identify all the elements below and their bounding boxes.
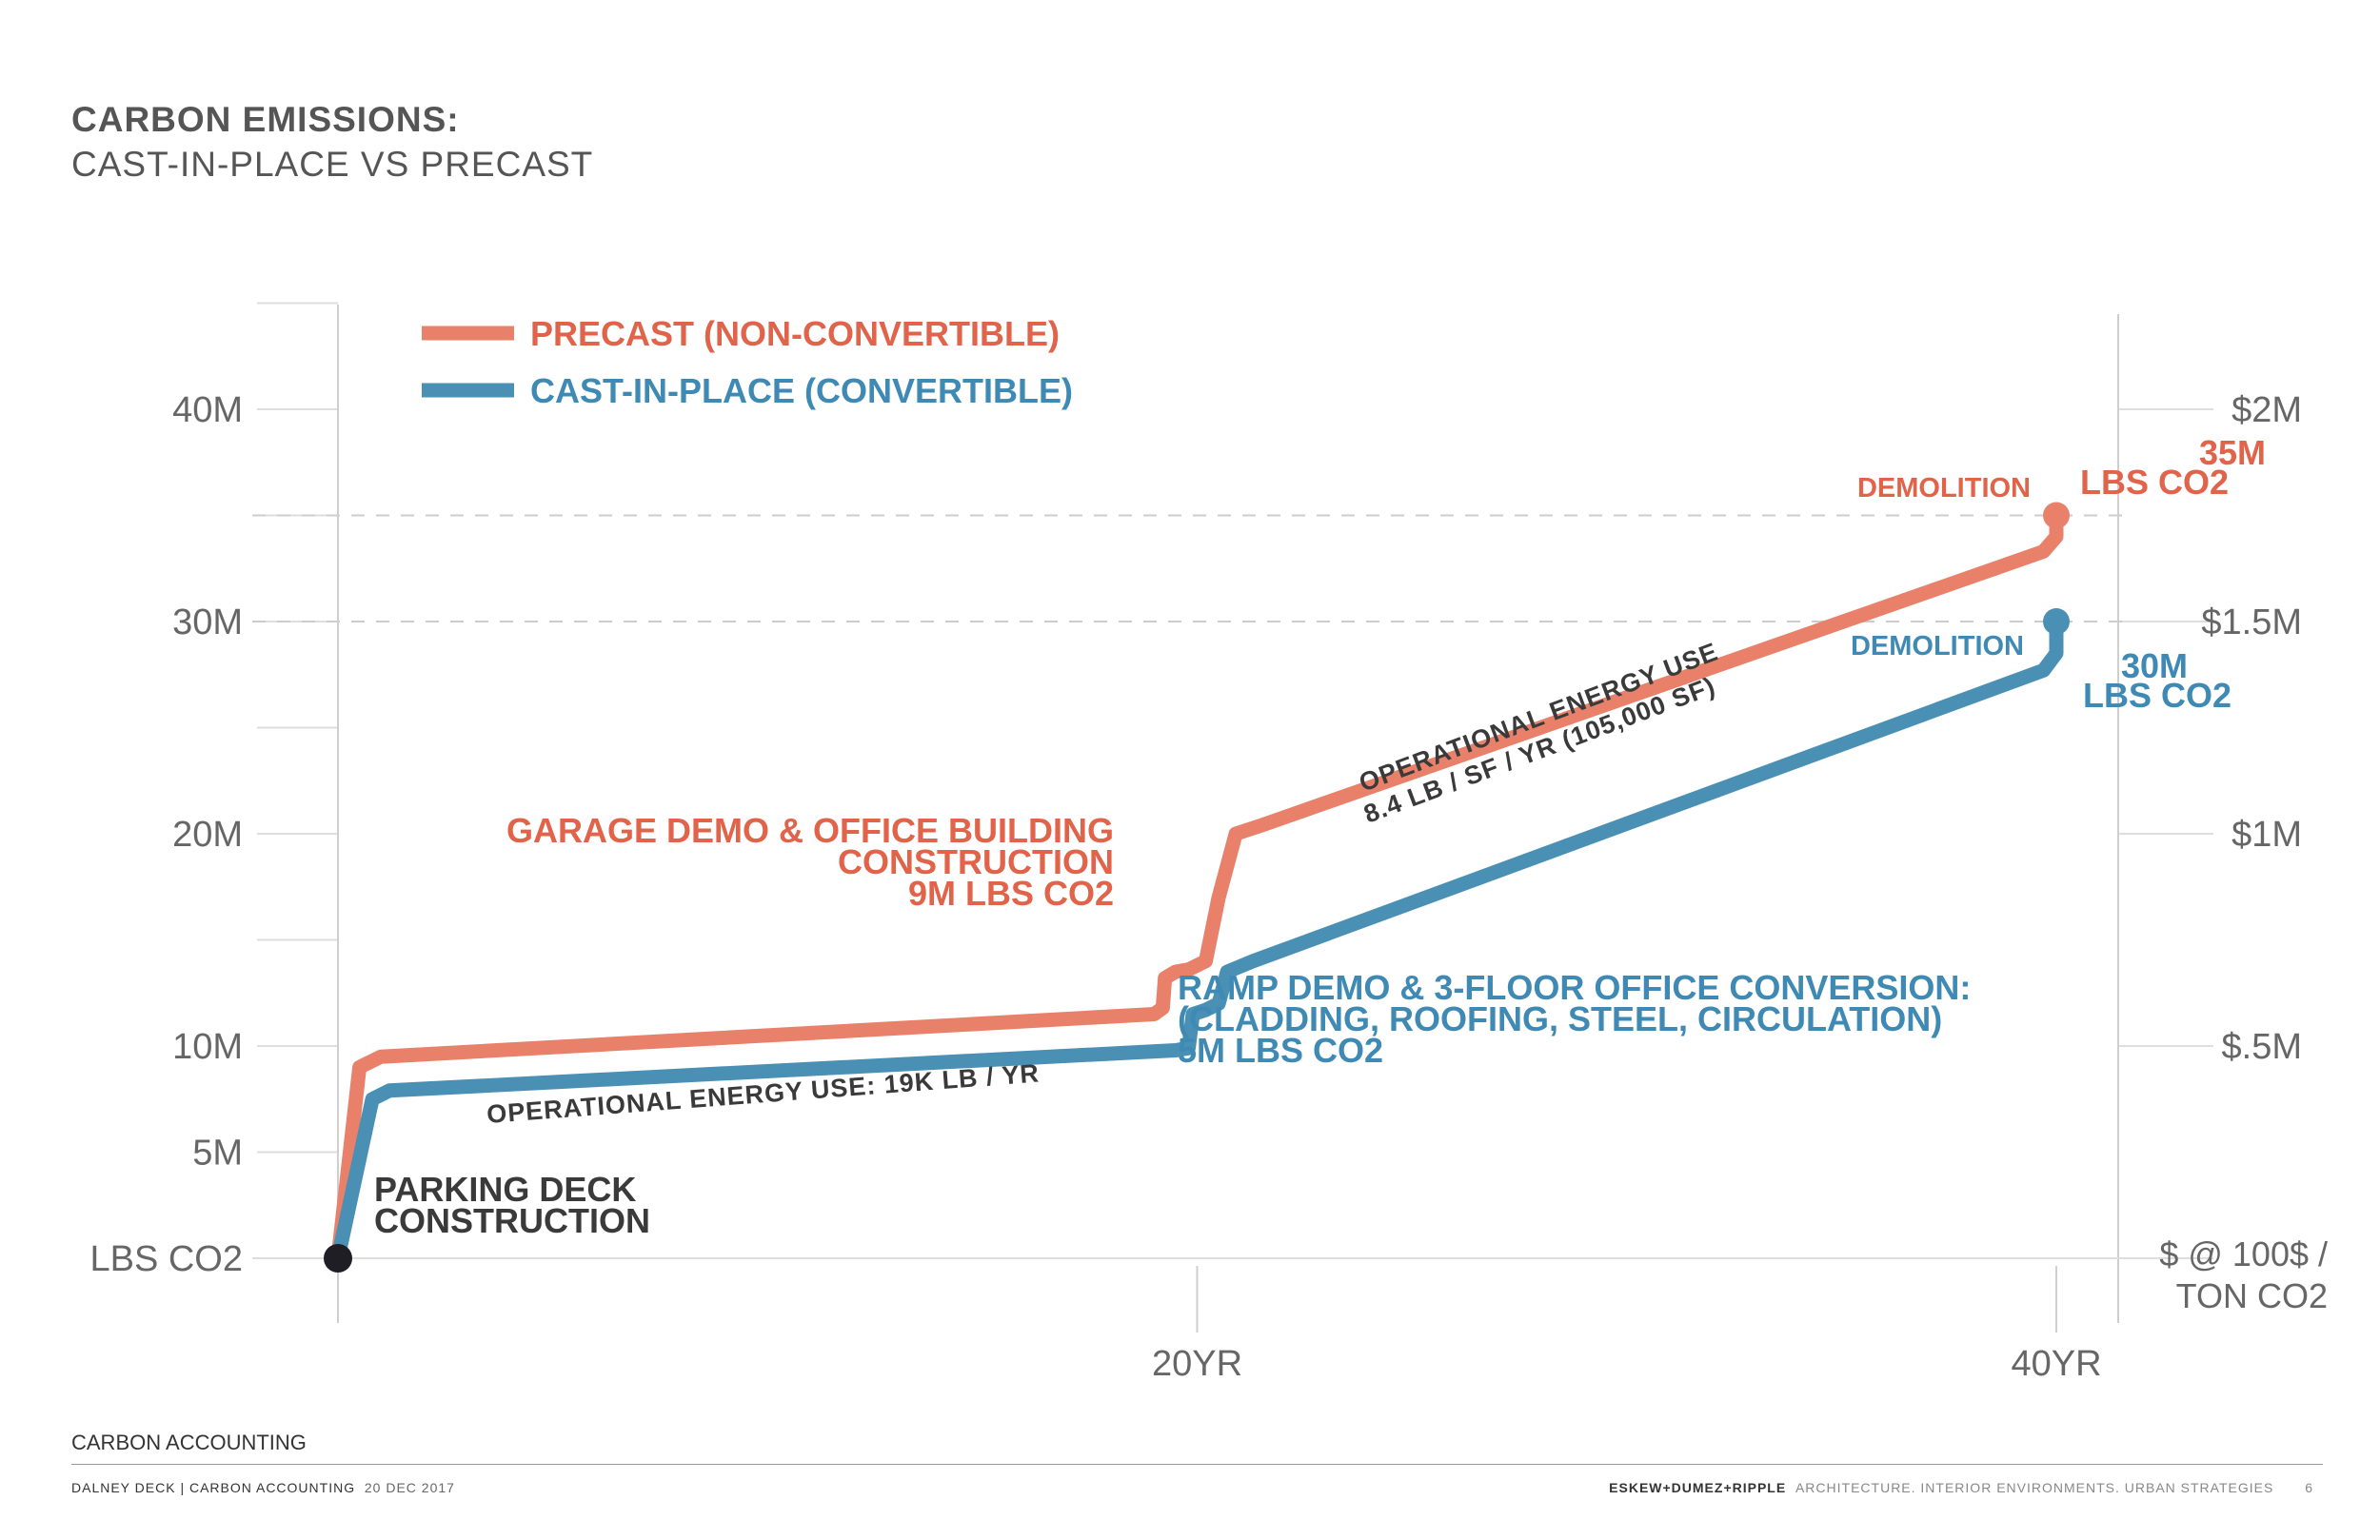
demolition-label-precast: DEMOLITION (1857, 473, 2031, 503)
end-value-precast: 35M (2199, 433, 2266, 472)
legend-label-precast: PRECAST (NON-CONVERTIBLE) (530, 314, 1060, 353)
cip-jump-label: 5M LBS CO2 (1178, 1031, 1383, 1070)
y-tick-label: 10M (172, 1027, 243, 1067)
end-marker-precast (2043, 502, 2070, 529)
footer-section-label: CARBON ACCOUNTING (71, 1431, 307, 1454)
end-marker-cip (2043, 608, 2070, 635)
parking-deck-label: CONSTRUCTION (374, 1201, 650, 1240)
cip-jump-label: (CLADDING, ROOFING, STEEL, CIRCULATION) (1178, 999, 1942, 1038)
parking-deck-label: PARKING DECK (374, 1170, 636, 1209)
x-tick-label: 40YR (2011, 1344, 2101, 1384)
page-number: 6 (2305, 1480, 2313, 1495)
end-value-precast: LBS CO2 (2080, 463, 2229, 502)
page-subtitle: CAST-IN-PLACE VS PRECAST (71, 145, 594, 184)
precast-jump-label: GARAGE DEMO & OFFICE BUILDING (506, 811, 1114, 850)
footer-project: DALNEY DECK | CARBON ACCOUNTING (71, 1480, 356, 1495)
y2-axis-label: TON CO2 (2176, 1276, 2328, 1315)
footer-divider (71, 1464, 2323, 1465)
x-tick-label: 20YR (1152, 1344, 1242, 1384)
carbon-emissions-chart: 20YR 40YR LBS CO2 5M 10M 20M 30M 40M $.5M $1M $1.5… (89, 302, 2328, 1384)
footer-tagline: ARCHITECTURE. INTERIOR ENVIRONMENTS. URB… (1795, 1480, 2274, 1495)
y-tick-label: 30M (172, 602, 243, 642)
footer-date: 20 DEC 2017 (364, 1480, 455, 1495)
cip-jump-label: RAMP DEMO & 3-FLOOR OFFICE CONVERSION: (1178, 968, 1971, 1007)
y-tick-label: 5M (192, 1134, 243, 1174)
footer-firm: ESKEW+DUMEZ+RIPPLE (1609, 1480, 1787, 1495)
page-title: CARBON EMISSIONS: (71, 100, 460, 139)
footer-left: DALNEY DECK | CARBON ACCOUNTING 20 DEC 2… (71, 1480, 455, 1495)
y2-tick-label: $2M (2231, 390, 2302, 430)
series-line-cip (330, 614, 2064, 1266)
legend-label-cip: CAST-IN-PLACE (CONVERTIBLE) (530, 371, 1073, 410)
y-tick-label: LBS CO2 (89, 1239, 243, 1279)
y2-tick-label: $.5M (2222, 1027, 2302, 1067)
demolition-label-cip: DEMOLITION (1851, 631, 2024, 661)
start-point-marker (324, 1244, 352, 1273)
precast-jump-label: CONSTRUCTION (838, 842, 1114, 881)
end-value-cip: 30M (2121, 646, 2188, 685)
y2-tick-label: $1M (2231, 815, 2302, 855)
y2-tick-label: $1.5M (2201, 602, 2302, 642)
y-tick-label: 20M (172, 815, 243, 855)
y-tick-label: 40M (172, 390, 243, 430)
series-line-precast (330, 508, 2064, 1266)
y2-axis-label: $ @ 100$ / (2159, 1234, 2328, 1273)
end-value-cip: LBS CO2 (2083, 676, 2231, 715)
footer-right: ESKEW+DUMEZ+RIPPLE ARCHITECTURE. INTERIO… (1609, 1480, 2313, 1495)
precast-jump-label: 9M LBS CO2 (908, 874, 1114, 913)
